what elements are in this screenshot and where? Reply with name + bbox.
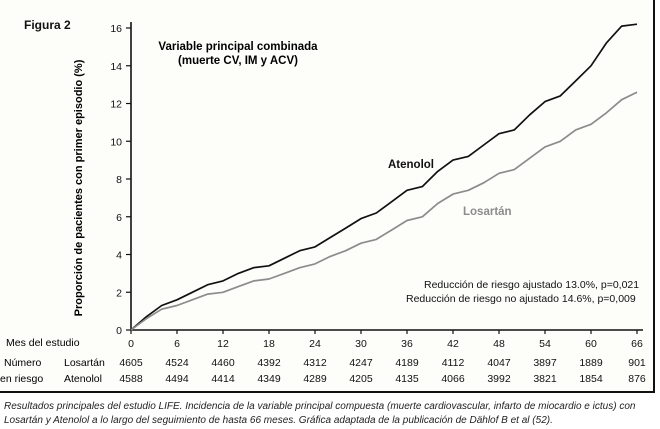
x-tick-label: 30 [355,338,367,350]
at-risk-value: 901 [628,357,646,369]
at-risk-value: 4189 [395,357,419,369]
at-risk-label-line2: en riesgo [0,373,43,385]
at-risk-value: 1889 [579,357,603,369]
at-risk-value: 3897 [533,357,557,369]
y-tick-label: 6 [116,212,122,224]
y-tick-label: 10 [110,136,122,148]
x-tick-label: 66 [631,338,643,350]
x-tick-label: 36 [401,338,413,350]
at-risk-value: 4494 [165,373,189,385]
y-tick-label: 16 [110,23,122,35]
x-axis-label: Mes del estudio [6,337,80,349]
at-risk-value: 1854 [579,373,603,385]
at-risk-value: 4112 [442,357,465,369]
at-risk-value: 4135 [395,373,419,385]
at-risk-value: 4460 [211,357,235,369]
x-tick-label: 48 [493,338,505,350]
at-risk-value: 4205 [349,373,373,385]
at-risk-value: 4247 [349,357,373,369]
at-risk-value: 4289 [303,373,327,385]
x-tick-label: 24 [309,338,321,350]
at-risk-row-name-atenolol: Atenolol [64,373,102,385]
series-label-atenolol: Atenolol [388,159,434,171]
x-tick-label: 60 [585,338,597,350]
y-tick-label: 0 [116,325,122,337]
at-risk-value: 3821 [533,373,557,385]
at-risk-value: 4605 [119,357,143,369]
at-risk-value: 4047 [487,357,511,369]
figure-label: Figura 2 [24,18,71,32]
figure-caption: Resultados principales del estudio LIFE.… [4,401,636,426]
x-tick-label: 18 [263,338,275,350]
series-line-atenolol [130,23,638,331]
x-tick-label: 6 [174,338,180,350]
figure-frame [0,0,655,393]
at-risk-value: 3992 [487,373,511,385]
y-tick-label: 2 [116,287,122,299]
annotation-adjusted: Reducción de riesgo ajustado 13.0%, p=0,… [424,279,639,291]
at-risk-label-line1: Número [4,357,42,369]
x-tick-label: 42 [447,338,459,350]
x-tick-label: 0 [128,338,134,350]
at-risk-value: 4349 [257,373,281,385]
at-risk-value: 4588 [119,373,143,385]
at-risk-value: 4414 [211,373,235,385]
at-risk-value: 4524 [165,357,189,369]
chart: Variable principal combinada (muerte CV,… [0,22,646,385]
x-tick-label: 12 [217,338,229,350]
y-tick-label: 4 [116,250,122,262]
y-tick-label: 14 [110,61,122,73]
chart-subtitle: (muerte CV, IM y ACV) [178,55,298,67]
at-risk-value: 4066 [441,373,465,385]
y-tick-label: 12 [110,99,122,111]
y-tick-label: 8 [116,174,122,186]
at-risk-value: 4392 [257,357,281,369]
y-axis-label: Proporción de pacientes con primer episo… [73,59,85,316]
at-risk-value: 4312 [303,357,327,369]
at-risk-value: 876 [628,373,646,385]
x-tick-label: 54 [539,338,551,350]
series-line-losartán [130,91,638,331]
at-risk-row-name-losartan: Losartán [64,357,105,369]
series-label-losartan: Losartán [463,206,512,218]
annotation-unadjusted: Reducción de riesgo no ajustado 14.6%, p… [406,293,636,305]
chart-title: Variable principal combinada [158,41,318,53]
